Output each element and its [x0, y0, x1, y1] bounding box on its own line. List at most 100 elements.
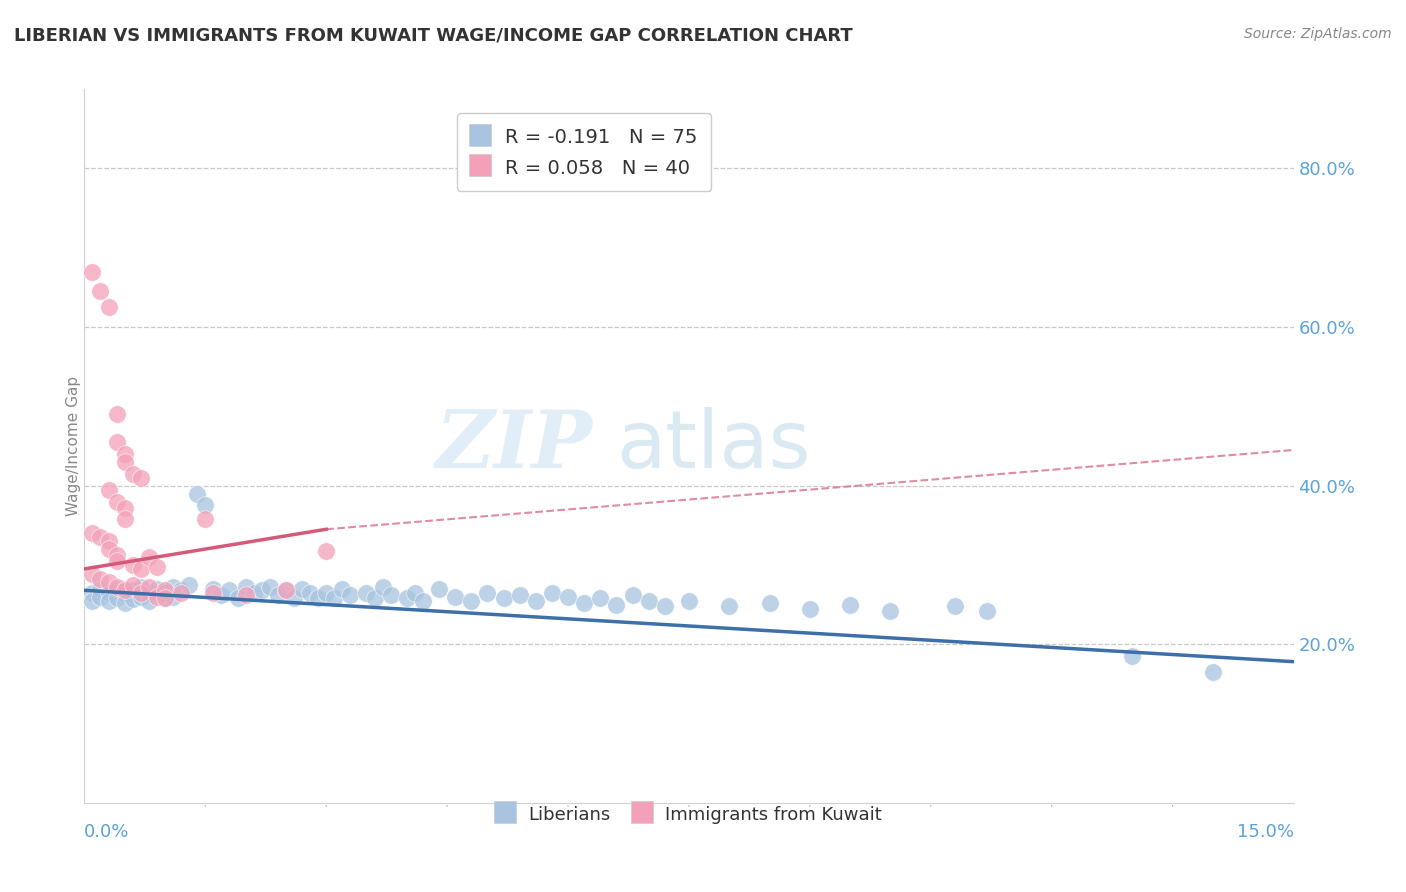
- Point: [105, 549, 128, 563]
- Point: [943, 599, 966, 614]
- Point: [267, 588, 290, 602]
- Point: [153, 583, 176, 598]
- Point: [162, 590, 184, 604]
- Point: [97, 300, 120, 314]
- Point: [105, 407, 128, 421]
- Point: [356, 585, 378, 599]
- Point: [758, 596, 780, 610]
- Point: [129, 590, 152, 604]
- Point: [718, 599, 741, 614]
- Point: [274, 583, 297, 598]
- Point: [114, 596, 136, 610]
- Point: [114, 500, 136, 515]
- Point: [129, 585, 152, 599]
- Point: [82, 264, 104, 278]
- Point: [89, 582, 111, 596]
- Point: [114, 455, 136, 469]
- Point: [371, 580, 394, 594]
- Point: [97, 483, 120, 497]
- Point: [654, 599, 676, 614]
- Point: [121, 592, 143, 607]
- Point: [307, 591, 329, 606]
- Point: [444, 590, 467, 604]
- Point: [202, 585, 225, 599]
- Point: [170, 583, 193, 598]
- Point: [105, 591, 128, 606]
- Point: [339, 588, 361, 602]
- Point: [82, 567, 104, 582]
- Point: [114, 512, 136, 526]
- Point: [380, 588, 402, 602]
- Point: [291, 582, 314, 596]
- Point: [194, 512, 217, 526]
- Point: [209, 588, 232, 602]
- Point: [82, 593, 104, 607]
- Point: [330, 582, 353, 596]
- Point: [89, 285, 111, 299]
- Point: [97, 542, 120, 557]
- Point: [1121, 649, 1143, 664]
- Text: 15.0%: 15.0%: [1236, 822, 1294, 840]
- Point: [250, 583, 273, 598]
- Point: [976, 604, 998, 618]
- Point: [323, 591, 346, 606]
- Text: ZIP: ZIP: [436, 408, 592, 484]
- Point: [541, 585, 564, 599]
- Point: [492, 591, 515, 606]
- Point: [218, 583, 240, 598]
- Point: [1202, 665, 1225, 679]
- Point: [572, 596, 595, 610]
- Point: [89, 572, 111, 586]
- Point: [170, 585, 193, 599]
- Text: 0.0%: 0.0%: [84, 822, 129, 840]
- Point: [315, 585, 337, 599]
- Point: [235, 588, 257, 602]
- Point: [146, 559, 169, 574]
- Point: [194, 499, 217, 513]
- Point: [637, 593, 659, 607]
- Point: [129, 580, 152, 594]
- Legend: Liberians, Immigrants from Kuwait: Liberians, Immigrants from Kuwait: [486, 796, 891, 833]
- Text: Source: ZipAtlas.com: Source: ZipAtlas.com: [1244, 27, 1392, 41]
- Point: [589, 591, 612, 606]
- Point: [105, 582, 128, 596]
- Point: [89, 530, 111, 544]
- Point: [82, 585, 104, 599]
- Point: [153, 585, 176, 599]
- Point: [678, 593, 700, 607]
- Point: [299, 585, 322, 599]
- Point: [121, 558, 143, 572]
- Point: [509, 588, 531, 602]
- Point: [129, 562, 152, 576]
- Point: [114, 447, 136, 461]
- Point: [879, 604, 901, 618]
- Point: [105, 435, 128, 450]
- Point: [839, 598, 862, 612]
- Point: [186, 486, 208, 500]
- Point: [315, 543, 337, 558]
- Point: [138, 580, 160, 594]
- Point: [274, 583, 297, 598]
- Point: [146, 582, 169, 596]
- Point: [283, 591, 305, 606]
- Point: [162, 580, 184, 594]
- Point: [235, 580, 257, 594]
- Text: atlas: atlas: [616, 407, 811, 485]
- Point: [799, 601, 821, 615]
- Point: [138, 549, 160, 564]
- Point: [202, 582, 225, 596]
- Point: [138, 593, 160, 607]
- Point: [395, 591, 418, 606]
- Point: [121, 583, 143, 598]
- Point: [153, 591, 176, 606]
- Point: [121, 467, 143, 481]
- Point: [121, 578, 143, 592]
- Point: [621, 588, 644, 602]
- Point: [605, 598, 627, 612]
- Point: [97, 593, 120, 607]
- Point: [226, 591, 249, 606]
- Point: [477, 585, 499, 599]
- Point: [105, 554, 128, 568]
- Point: [404, 585, 426, 599]
- Point: [557, 590, 579, 604]
